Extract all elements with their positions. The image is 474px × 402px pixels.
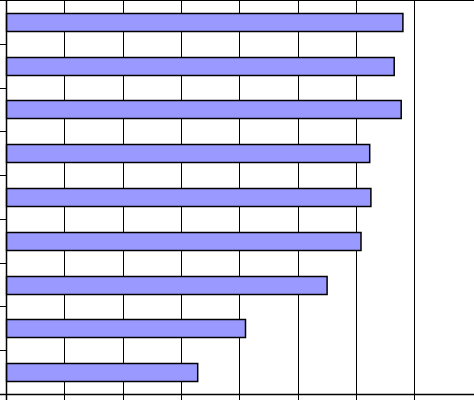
bar bbox=[5, 362, 199, 383]
bar bbox=[5, 275, 328, 296]
bar bbox=[5, 56, 395, 77]
bar bbox=[5, 143, 371, 164]
bar bbox=[5, 187, 372, 208]
bar bbox=[5, 12, 404, 33]
bar bbox=[5, 231, 362, 252]
bar bbox=[5, 99, 402, 120]
bar bbox=[5, 318, 247, 339]
bars bbox=[5, 12, 404, 383]
